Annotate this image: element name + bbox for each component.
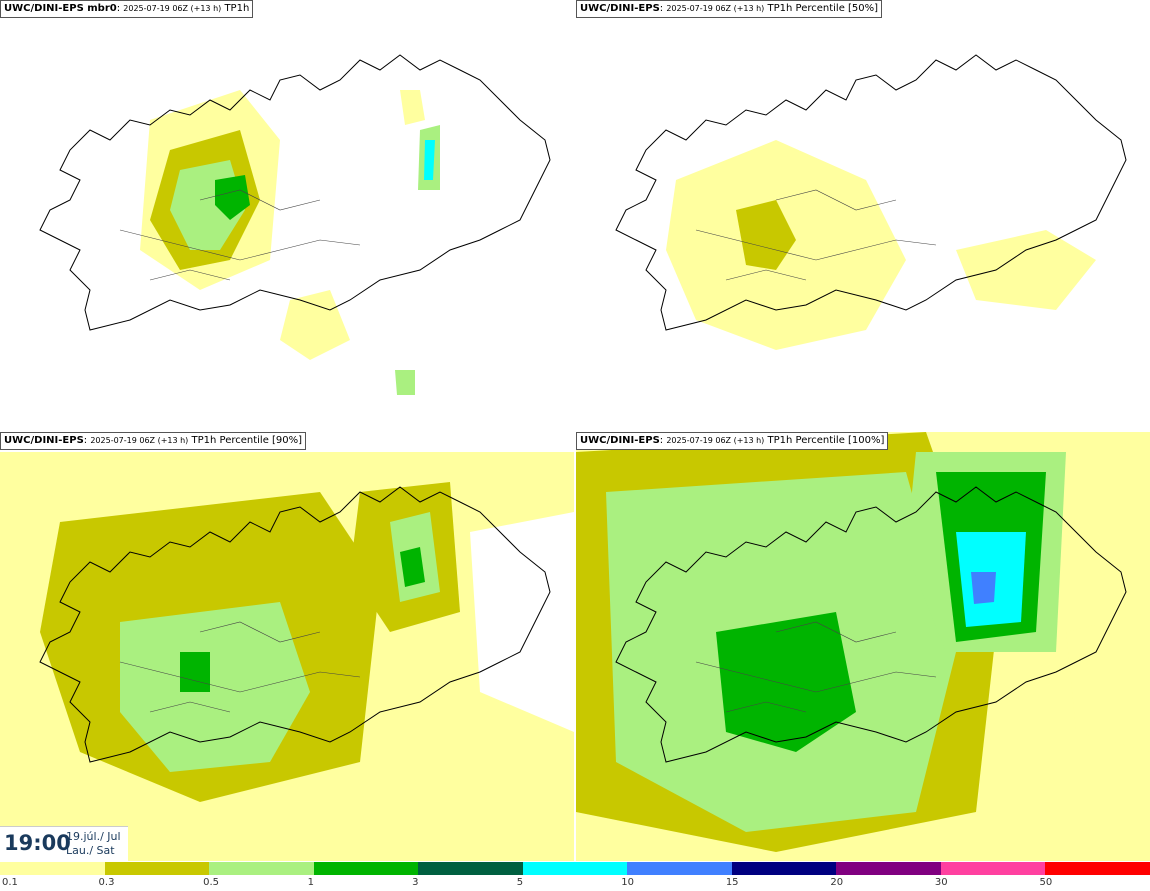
legend-swatch — [836, 862, 942, 875]
panel-title: UWC/DINI-EPS: 2025-07-19 06Z (+13 h) TP1… — [0, 432, 307, 450]
legend-swatch — [104, 862, 211, 875]
legend-swatch — [0, 862, 106, 875]
legend-swatch — [313, 862, 420, 875]
precip-map — [39, 54, 551, 395]
legend-swatch — [522, 862, 629, 875]
legend-tick-label: 1 — [307, 877, 314, 888]
valid-date: 19.júl./ Jul Lau./ Sat — [66, 830, 121, 857]
precip-map — [0, 452, 574, 861]
legend-tick-label: 10 — [621, 877, 634, 888]
legend-swatch — [1045, 862, 1150, 875]
map-panel-p100: UWC/DINI-EPS: 2025-07-19 06Z (+13 h) TP1… — [576, 432, 1150, 861]
legend-tick-label: 15 — [725, 877, 739, 888]
panel-title: UWC/DINI-EPS mbr0: 2025-07-19 06Z (+13 h… — [0, 0, 254, 18]
precip-map — [615, 54, 1127, 350]
map-panel-p50: UWC/DINI-EPS: 2025-07-19 06Z (+13 h) TP1… — [576, 0, 1150, 429]
legend-tick-label: 0.5 — [203, 877, 219, 888]
legend-tick-label: 20 — [830, 877, 844, 888]
legend-swatch — [418, 862, 524, 875]
panel-title: UWC/DINI-EPS: 2025-07-19 06Z (+13 h) TP1… — [576, 0, 883, 18]
valid-time: 19:00 — [4, 831, 71, 855]
legend-swatch — [731, 862, 838, 875]
legend-tick-label: 50 — [1039, 877, 1053, 888]
legend-tick-label: 5 — [516, 877, 524, 888]
legend-swatch — [940, 862, 1047, 875]
legend-tick-label: 30 — [934, 877, 948, 888]
map-panel-member0: UWC/DINI-EPS mbr0: 2025-07-19 06Z (+13 h… — [0, 0, 574, 429]
valid-time-box: 19:00 19.júl./ Jul Lau./ Sat — [0, 826, 128, 861]
legend-tick-label: 3 — [412, 877, 419, 888]
legend-swatch — [209, 862, 315, 875]
legend-tick-label: 0.1 — [2, 877, 18, 888]
map-panel-p90: UWC/DINI-EPS: 2025-07-19 06Z (+13 h) TP1… — [0, 432, 574, 861]
precip-legend: 0.1 0.3 0.5 1 3 5 10 15 20 30 50 — [0, 862, 1150, 891]
precip-map — [576, 432, 1150, 861]
legend-tick-label: 0.3 — [98, 877, 115, 888]
legend-swatch — [627, 862, 733, 875]
panel-title: UWC/DINI-EPS: 2025-07-19 06Z (+13 h) TP1… — [576, 432, 889, 450]
